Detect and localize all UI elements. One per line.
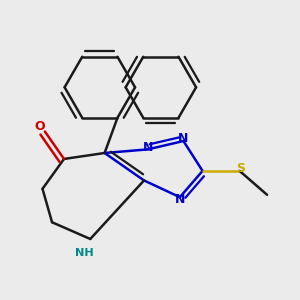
Text: O: O bbox=[35, 120, 45, 133]
Text: NH: NH bbox=[75, 248, 94, 258]
Text: N: N bbox=[175, 193, 185, 206]
Text: N: N bbox=[178, 132, 189, 145]
Text: S: S bbox=[236, 162, 245, 175]
Text: N: N bbox=[142, 140, 153, 154]
